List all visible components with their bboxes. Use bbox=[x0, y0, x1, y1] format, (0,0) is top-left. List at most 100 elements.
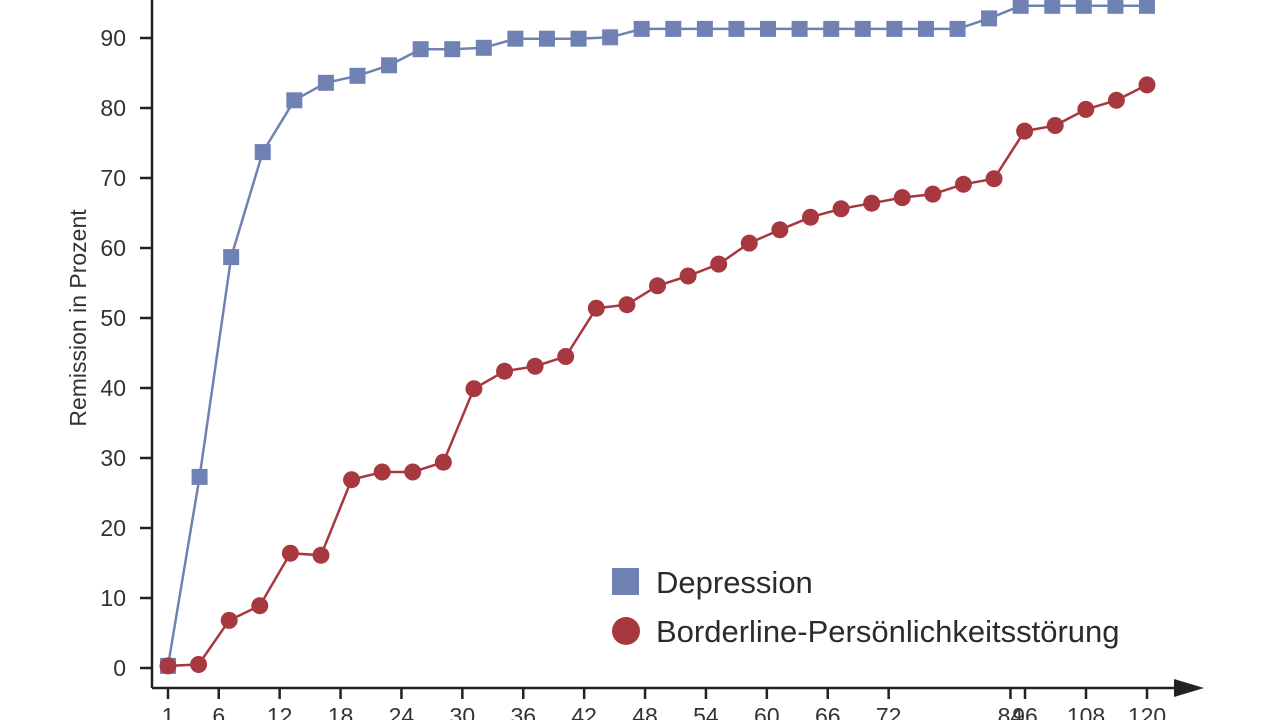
data-point-circle bbox=[373, 463, 391, 481]
legend-label: Borderline-Persönlichkeitsstörung bbox=[656, 614, 1120, 649]
data-point-square bbox=[981, 10, 998, 27]
data-point-square bbox=[412, 41, 429, 58]
data-point-circle bbox=[404, 463, 422, 481]
y-tick-label: 70 bbox=[100, 165, 126, 191]
data-point-circle bbox=[832, 200, 850, 218]
data-point-circle bbox=[771, 221, 789, 239]
legend-label: Depression bbox=[656, 565, 813, 600]
x-tick-label: 66 bbox=[815, 703, 841, 720]
data-point-square bbox=[633, 20, 650, 37]
data-point-circle bbox=[618, 296, 636, 314]
data-point-circle bbox=[1138, 76, 1156, 94]
x-tick-label: 36 bbox=[510, 703, 536, 720]
data-point-square bbox=[381, 57, 398, 74]
data-point-circle bbox=[312, 546, 330, 564]
data-point-square bbox=[854, 20, 871, 37]
data-point-circle bbox=[251, 597, 269, 615]
data-point-circle bbox=[954, 175, 972, 193]
data-point-square bbox=[223, 249, 240, 266]
data-point-circle bbox=[801, 208, 819, 226]
series-layer bbox=[159, 0, 1156, 675]
x-tick-label: 60 bbox=[754, 703, 780, 720]
data-point-circle bbox=[710, 255, 728, 273]
data-point-circle bbox=[924, 185, 942, 203]
data-point-square bbox=[949, 20, 966, 37]
data-point-square bbox=[475, 39, 492, 56]
y-axis-ticks: 0 10 20 30 40 50 60 70 80 90 bbox=[100, 25, 152, 681]
data-point-circle bbox=[434, 453, 452, 471]
x-tick-label: 120 bbox=[1128, 703, 1166, 720]
data-point-square bbox=[286, 92, 303, 109]
y-tick-label: 40 bbox=[100, 375, 126, 401]
x-tick-label: 6 bbox=[212, 703, 225, 720]
data-point-circle bbox=[679, 267, 697, 285]
data-point-circle bbox=[587, 299, 605, 317]
x-tick-label: 84 bbox=[998, 703, 1024, 720]
y-tick-label: 0 bbox=[113, 655, 126, 681]
x-tick-label: 18 bbox=[328, 703, 354, 720]
data-point-square bbox=[760, 20, 777, 37]
y-tick-label: 50 bbox=[100, 305, 126, 331]
data-point-circle bbox=[220, 611, 238, 629]
x-tick-label: 1 bbox=[162, 703, 175, 720]
data-point-square bbox=[1044, 0, 1061, 14]
data-point-square bbox=[728, 20, 745, 37]
data-point-circle bbox=[465, 380, 483, 398]
data-point-square bbox=[665, 20, 682, 37]
data-point-square bbox=[1012, 0, 1029, 14]
x-tick-label: 30 bbox=[450, 703, 476, 720]
data-point-square bbox=[823, 20, 840, 37]
data-point-square bbox=[191, 468, 208, 485]
x-axis-arrow bbox=[1174, 679, 1204, 697]
x-tick-label: 12 bbox=[267, 703, 293, 720]
data-point-circle bbox=[281, 544, 299, 562]
data-point-square bbox=[1075, 0, 1092, 14]
data-point-circle bbox=[863, 194, 881, 212]
data-point-square bbox=[444, 41, 461, 58]
data-point-circle bbox=[985, 170, 1003, 188]
data-point-square bbox=[1139, 0, 1155, 14]
data-point-square bbox=[317, 74, 334, 91]
data-point-square bbox=[917, 20, 934, 37]
data-point-circle bbox=[1046, 117, 1064, 134]
legend-square-marker bbox=[612, 568, 639, 595]
y-tick-label: 60 bbox=[100, 235, 126, 261]
legend-circle-marker bbox=[612, 617, 640, 645]
data-point-circle bbox=[1016, 122, 1034, 140]
axes bbox=[150, 0, 1204, 697]
x-tick-label: 48 bbox=[632, 703, 658, 720]
data-point-circle bbox=[740, 234, 758, 252]
data-point-square bbox=[696, 20, 713, 37]
data-point-circle bbox=[1107, 91, 1125, 109]
x-tick-label: 42 bbox=[571, 703, 597, 720]
data-point-square bbox=[349, 67, 366, 84]
data-point-circle bbox=[526, 357, 544, 375]
legend-item: Borderline-Persönlichkeitsstörung bbox=[612, 614, 1120, 649]
data-point-square bbox=[538, 30, 555, 47]
data-point-square bbox=[791, 20, 808, 37]
data-point-circle bbox=[159, 657, 177, 675]
y-tick-label: 10 bbox=[100, 585, 126, 611]
x-tick-label: 108 bbox=[1067, 703, 1105, 720]
data-point-circle bbox=[496, 362, 514, 380]
data-point-square bbox=[254, 144, 271, 161]
data-point-circle bbox=[557, 348, 575, 365]
y-axis-label: Remission in Prozent bbox=[65, 209, 91, 427]
series-depression bbox=[160, 0, 1155, 674]
legend: Depression Borderline-Persönlichkeitsstör… bbox=[612, 565, 1120, 649]
y-tick-label: 20 bbox=[100, 515, 126, 541]
legend-item: Depression bbox=[612, 565, 813, 600]
data-point-square bbox=[507, 30, 524, 47]
data-point-square bbox=[1107, 0, 1124, 14]
y-tick-label: 80 bbox=[100, 95, 126, 121]
data-point-circle bbox=[649, 277, 666, 295]
series-borderline bbox=[159, 76, 1156, 675]
y-tick-label: 30 bbox=[100, 445, 126, 471]
x-tick-label: 54 bbox=[693, 703, 719, 720]
data-point-circle bbox=[1077, 100, 1095, 118]
x-tick-label: 72 bbox=[876, 703, 902, 720]
data-point-circle bbox=[343, 471, 361, 489]
x-tick-label: 24 bbox=[389, 703, 415, 720]
